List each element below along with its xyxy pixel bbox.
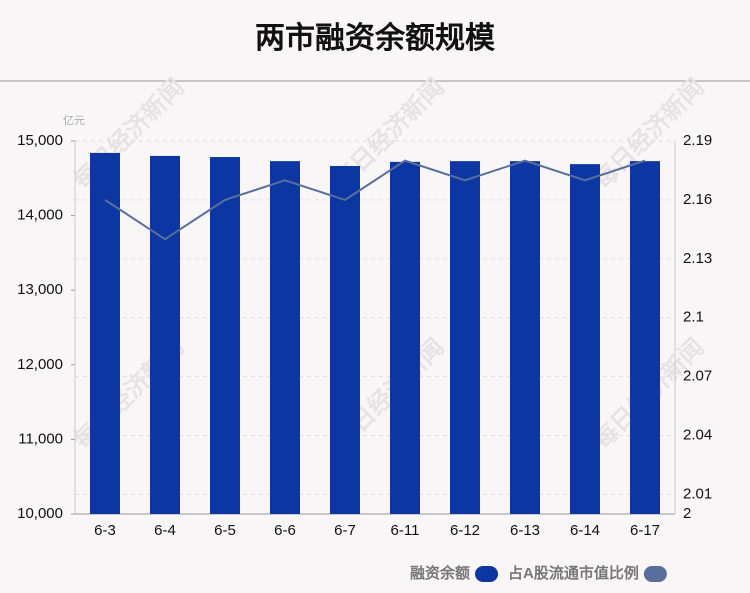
x-tick-label: 6-6	[274, 522, 296, 539]
x-tick-label: 6-14	[570, 522, 600, 539]
x-tick-label: 6-13	[510, 522, 540, 539]
x-tick-label: 6-3	[94, 522, 116, 539]
x-tick-label: 6-5	[214, 522, 236, 539]
x-tick-label: 6-17	[630, 522, 660, 539]
legend-swatch	[643, 566, 667, 582]
x-tick-label: 6-11	[391, 522, 420, 539]
bar	[210, 157, 240, 514]
bar	[450, 161, 480, 514]
bar	[150, 155, 180, 515]
y-unit: 亿元	[63, 114, 85, 127]
y2-tick-label: 2	[683, 505, 691, 522]
legend-label: 占A股流通市值比例	[508, 564, 639, 582]
bar	[510, 161, 540, 514]
y-tick-label: 10,000	[17, 505, 63, 522]
chart-title: 两市融资余额规模	[255, 21, 495, 55]
x-tick-label: 6-4	[154, 522, 176, 539]
bar	[270, 161, 300, 514]
x-tick-label: 6-12	[450, 522, 480, 539]
y2-tick-label: 2.1	[683, 309, 704, 326]
legend-swatch	[475, 566, 499, 582]
line	[104, 159, 646, 241]
y-tick-label: 11,000	[18, 430, 63, 447]
y-tick-label: 13,000	[17, 281, 63, 298]
y2-tick-label: 2.19	[683, 132, 712, 149]
bar	[390, 161, 420, 514]
y-tick-label: 12,000	[17, 356, 63, 373]
y2-tick-label: 2.13	[683, 250, 712, 267]
bar	[330, 165, 360, 514]
bar	[90, 152, 120, 514]
bar	[570, 164, 600, 514]
y-tick-label: 14,000	[17, 207, 63, 224]
y-tick-label: 15,000	[17, 132, 63, 149]
y2-tick-label: 2.01	[683, 485, 712, 502]
y2-tick-label: 2.07	[683, 368, 712, 385]
legend-label: 融资余额	[410, 564, 470, 582]
x-tick-label: 6-7	[334, 522, 356, 539]
y2-tick-label: 2.16	[683, 191, 712, 208]
bar	[630, 161, 660, 514]
y2-tick-label: 2.04	[683, 426, 712, 443]
